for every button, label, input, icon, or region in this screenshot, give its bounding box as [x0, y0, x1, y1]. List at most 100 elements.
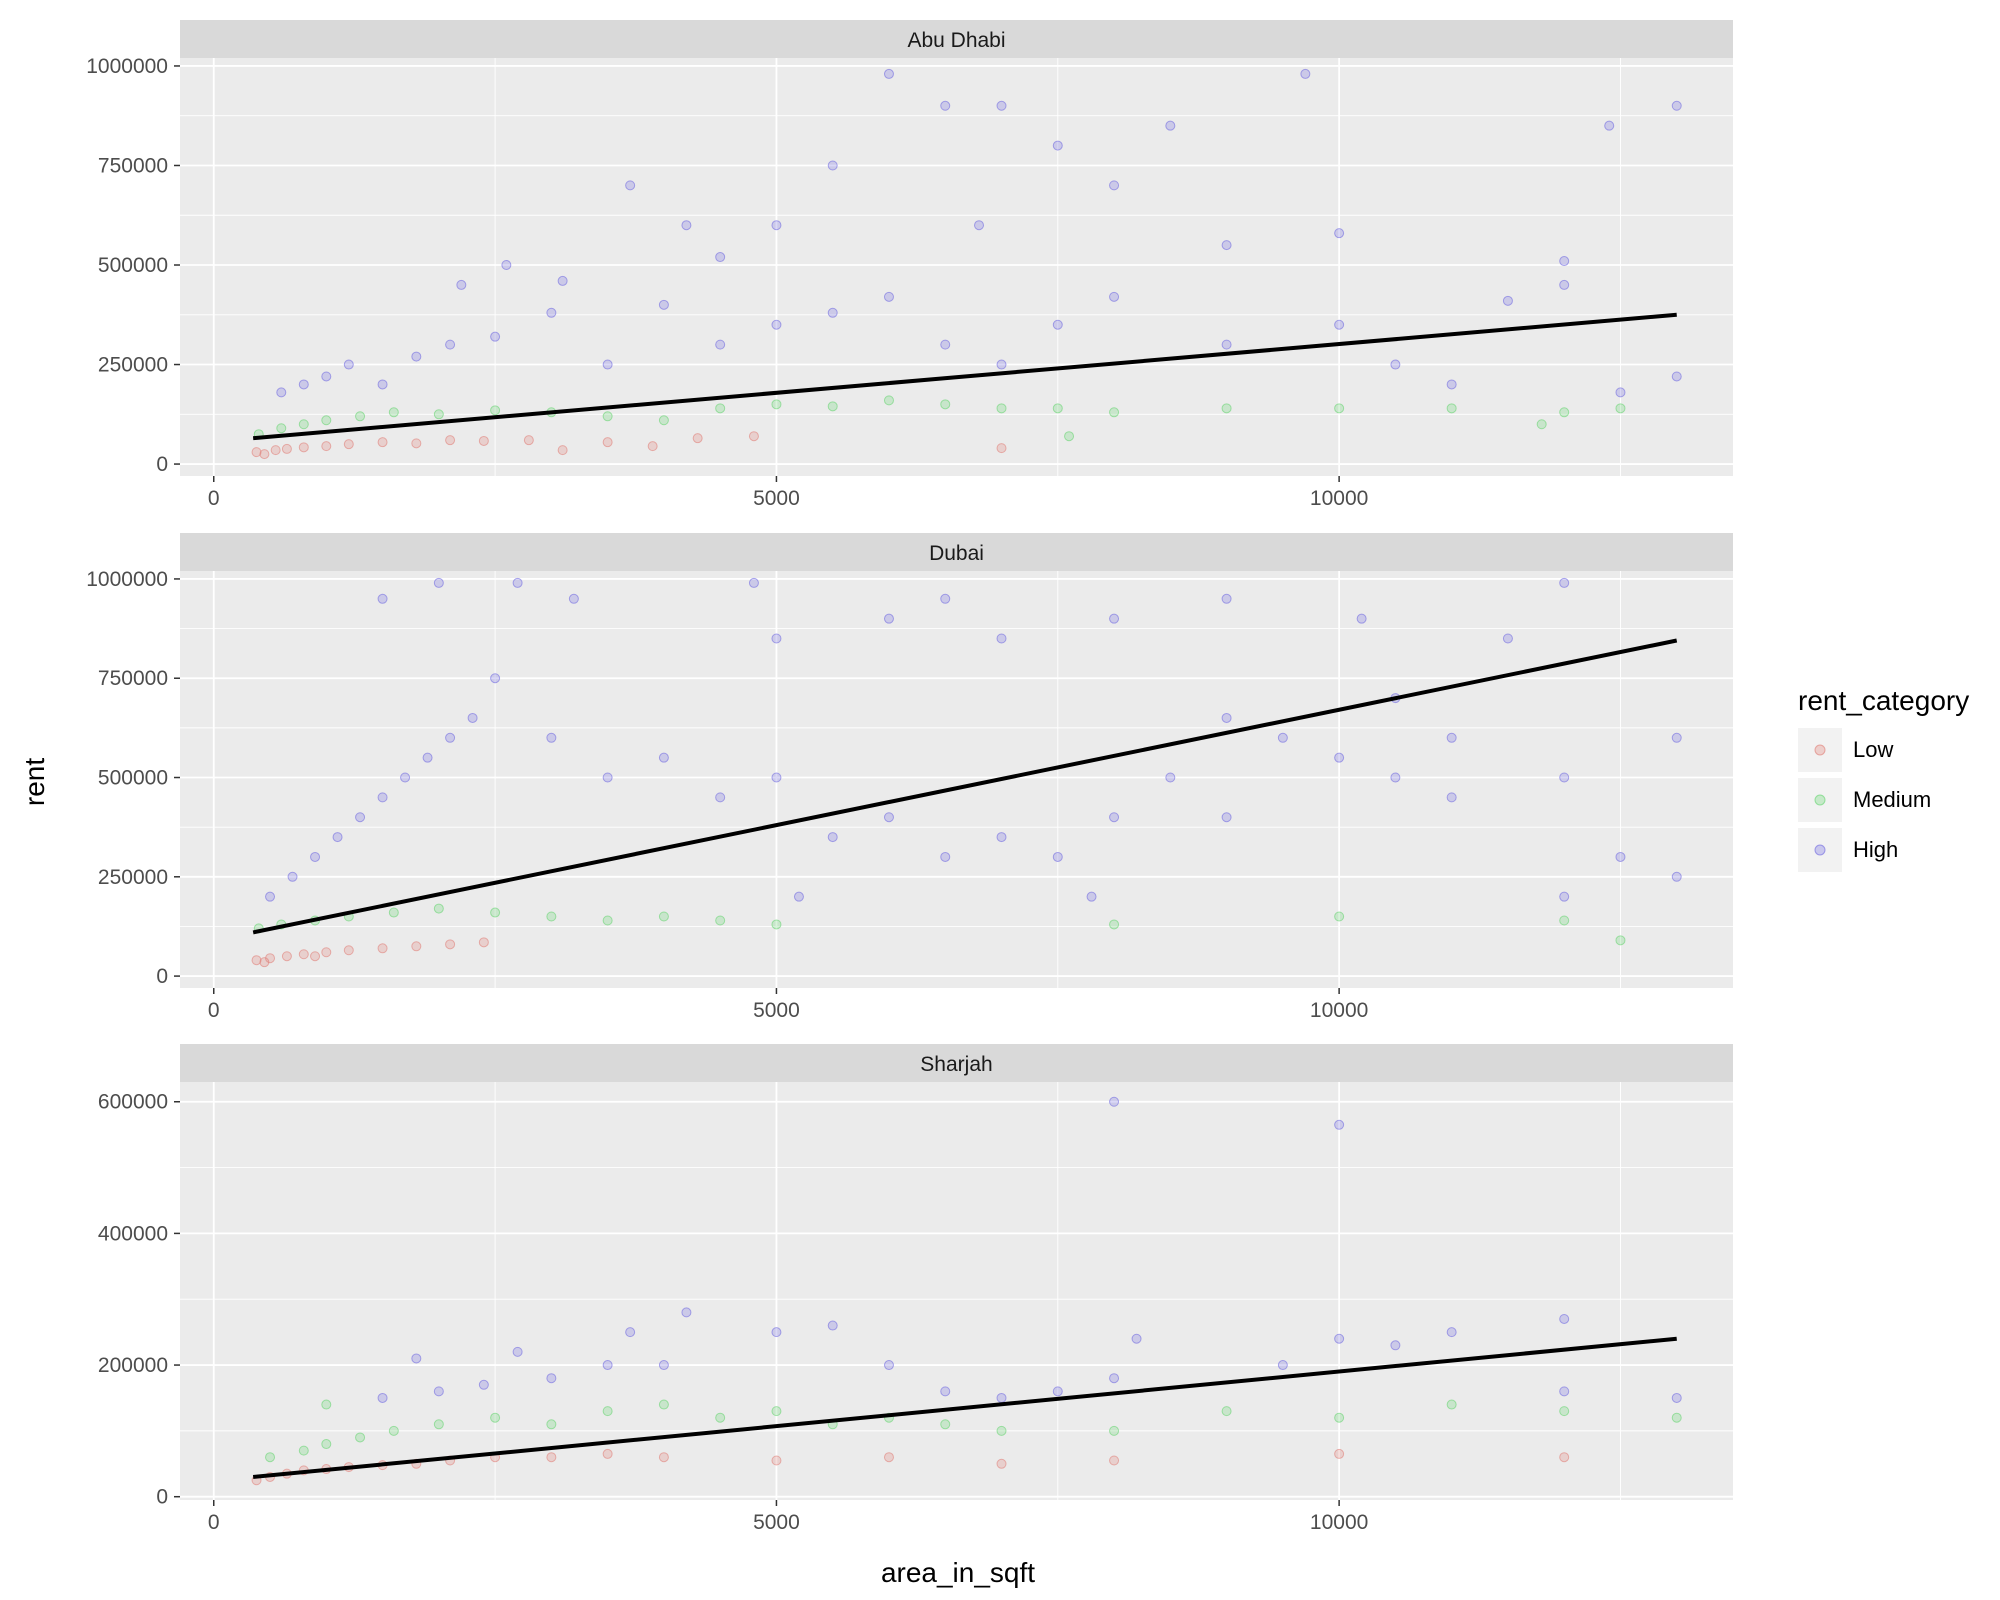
- data-point-high: [422, 752, 433, 763]
- data-point-high: [1165, 772, 1176, 783]
- data-point-high: [771, 633, 782, 644]
- data-point-high: [658, 752, 669, 763]
- data-point-high: [1446, 732, 1457, 743]
- data-point-high: [715, 339, 726, 350]
- data-point-medium: [996, 403, 1007, 414]
- data-point-high: [1604, 120, 1615, 131]
- data-point-high: [771, 220, 782, 231]
- data-point-medium: [771, 399, 782, 410]
- trend-line: [252, 1336, 1677, 1479]
- data-point-medium: [1109, 1425, 1120, 1436]
- points-layer: [251, 577, 1682, 968]
- data-point-high: [478, 1379, 489, 1390]
- data-point-low: [445, 435, 456, 446]
- data-point-high: [1615, 851, 1626, 862]
- data-point-high: [287, 871, 298, 882]
- legend-label: Low: [1853, 737, 1893, 762]
- data-point-high: [1334, 228, 1345, 239]
- data-point-medium: [715, 915, 726, 926]
- data-point-medium: [546, 911, 557, 922]
- data-point-low: [298, 949, 309, 960]
- data-point-high: [467, 712, 478, 723]
- data-point-high: [1052, 140, 1063, 151]
- data-point-high: [715, 252, 726, 263]
- data-point-high: [433, 577, 444, 588]
- x-tick-label: 10000: [1310, 1511, 1368, 1534]
- data-point-medium: [1559, 1406, 1570, 1417]
- data-point-medium: [276, 423, 287, 434]
- data-point-high: [512, 577, 523, 588]
- y-tick-label: 750000: [98, 667, 168, 690]
- data-point-high: [1052, 851, 1063, 862]
- data-point-high: [1559, 1313, 1570, 1324]
- y-tick-label: 1000000: [86, 568, 168, 591]
- y-tick-label: 600000: [98, 1091, 168, 1114]
- data-point-high: [1277, 1360, 1288, 1371]
- data-point-high: [1221, 593, 1232, 604]
- data-point-high: [1615, 387, 1626, 398]
- data-point-medium: [1559, 407, 1570, 418]
- data-point-medium: [388, 407, 399, 418]
- data-point-low: [692, 433, 703, 444]
- data-point-high: [411, 351, 422, 362]
- data-point-medium: [1536, 419, 1547, 430]
- data-point-high: [771, 1327, 782, 1338]
- data-point-high: [1559, 772, 1570, 783]
- data-point-high: [1109, 812, 1120, 823]
- data-point-high: [445, 732, 456, 743]
- data-point-medium: [433, 409, 444, 420]
- legend-key-medium: [1814, 794, 1826, 806]
- x-tick-label: 0: [208, 487, 220, 510]
- data-point-high: [445, 339, 456, 350]
- data-point-medium: [321, 1399, 332, 1410]
- data-point-high: [681, 220, 692, 231]
- data-point-medium: [602, 1406, 613, 1417]
- data-point-high: [1559, 577, 1570, 588]
- data-point-medium: [321, 415, 332, 426]
- y-tick-label: 0: [156, 965, 168, 988]
- y-tick-label: 500000: [98, 254, 168, 277]
- data-point-high: [940, 593, 951, 604]
- data-point-high: [1109, 1096, 1120, 1107]
- data-point-high: [1446, 379, 1457, 390]
- data-point-high: [377, 792, 388, 803]
- data-point-high: [883, 68, 894, 79]
- data-point-high: [1221, 339, 1232, 350]
- data-point-high: [400, 772, 411, 783]
- data-point-medium: [1334, 403, 1345, 414]
- data-point-high: [1446, 1327, 1457, 1338]
- data-point-medium: [771, 919, 782, 930]
- data-point-high: [321, 371, 332, 382]
- data-point-high: [602, 359, 613, 370]
- data-point-high: [748, 577, 759, 588]
- data-point-high: [1277, 732, 1288, 743]
- facet-strip-label: Dubai: [929, 542, 984, 565]
- trend-line: [252, 638, 1678, 935]
- data-point-high: [602, 772, 613, 783]
- data-point-high: [377, 1392, 388, 1403]
- data-point-high: [1109, 180, 1120, 191]
- data-point-high: [298, 379, 309, 390]
- data-point-low: [377, 437, 388, 448]
- y-axis-title: rent: [19, 758, 50, 806]
- data-point-high: [310, 851, 321, 862]
- facet-strip-label: Sharjah: [920, 1053, 992, 1076]
- data-point-high: [501, 260, 512, 271]
- data-point-high: [625, 1327, 636, 1338]
- data-point-medium: [355, 1432, 366, 1443]
- data-point-low: [321, 441, 332, 452]
- data-point-high: [1165, 120, 1176, 131]
- data-point-high: [658, 299, 669, 310]
- facet-strip: [180, 533, 1733, 571]
- data-point-high: [1390, 772, 1401, 783]
- data-point-high: [1052, 319, 1063, 330]
- data-point-medium: [602, 915, 613, 926]
- data-point-low: [478, 937, 489, 948]
- data-point-high: [265, 891, 276, 902]
- facet-strip: [180, 20, 1733, 58]
- data-point-low: [647, 441, 658, 452]
- data-point-medium: [1559, 915, 1570, 926]
- legend-key-low: [1814, 744, 1826, 756]
- data-point-high: [1334, 1333, 1345, 1344]
- x-tick-label: 5000: [753, 999, 800, 1022]
